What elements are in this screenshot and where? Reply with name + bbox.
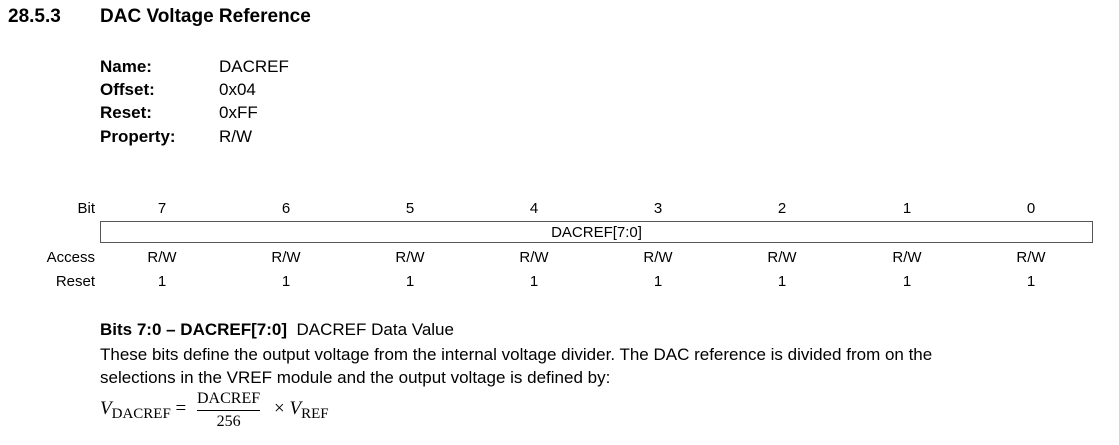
bit-row-label: Bit — [77, 200, 95, 217]
description-line-1: These bits define the output voltage fro… — [100, 345, 933, 364]
fraction-bar — [197, 410, 261, 411]
access-value: R/W — [1016, 249, 1046, 266]
prop-reset-value: 0xFF — [219, 103, 258, 122]
bit-number: 7 — [157, 200, 167, 217]
reset-value: 1 — [777, 273, 787, 290]
access-value: R/W — [892, 249, 922, 266]
prop-property-label: Property: — [100, 127, 176, 146]
formula-lhs-var: V — [100, 398, 112, 419]
access-value: R/W — [519, 249, 549, 266]
reset-value: 1 — [653, 273, 663, 290]
prop-property-value: R/W — [219, 127, 253, 146]
reset-value: 1 — [902, 273, 912, 290]
section-number: 28.5.3 — [8, 6, 61, 27]
bit-number: 6 — [281, 200, 291, 217]
reset-value: 1 — [281, 273, 291, 290]
formula-rhs-sub: REF — [301, 406, 329, 422]
reset-row-label: Reset — [55, 273, 95, 290]
register-field-name: DACREF[7:0] — [551, 224, 642, 241]
register-field-box: DACREF[7:0] — [100, 221, 1093, 243]
access-value: R/W — [147, 249, 177, 266]
reset-value: 1 — [529, 273, 539, 290]
section-title: DAC Voltage Reference — [100, 6, 311, 27]
access-value: R/W — [767, 249, 797, 266]
prop-offset-label: Offset: — [100, 80, 155, 99]
bit-number: 1 — [902, 200, 912, 217]
access-value: R/W — [643, 249, 673, 266]
access-value: R/W — [271, 249, 301, 266]
prop-name-value: DACREF — [219, 57, 289, 76]
formula-fraction: DACREF 256 — [197, 390, 261, 431]
formula-numerator: DACREF — [197, 390, 261, 407]
bit-number: 2 — [777, 200, 787, 217]
bits-name: DACREF Data Value — [296, 320, 454, 339]
formula-rhs-var: V — [289, 398, 302, 419]
bits-heading: Bits 7:0 – DACREF[7:0] DACREF Data Value — [100, 320, 454, 340]
bit-number: 3 — [653, 200, 663, 217]
prop-name-label: Name: — [100, 57, 152, 76]
prop-offset-value: 0x04 — [219, 80, 256, 99]
reset-value: 1 — [157, 273, 167, 290]
access-value: R/W — [395, 249, 425, 266]
formula-rhs: × VREF — [274, 398, 329, 422]
formula-times: × — [274, 398, 285, 419]
prop-reset-label: Reset: — [100, 103, 152, 122]
reset-value: 1 — [405, 273, 415, 290]
bit-number: 0 — [1026, 200, 1036, 217]
bits-label: Bits 7:0 – DACREF[7:0] — [100, 320, 288, 339]
description-line-2: selections in the VREF module and the ou… — [100, 368, 611, 387]
formula-lhs-sub: DACREF — [111, 406, 171, 422]
access-row-label: Access — [46, 249, 95, 266]
formula-denominator: 256 — [216, 413, 241, 430]
bit-number: 5 — [405, 200, 415, 217]
formula-equals: = — [175, 398, 187, 419]
formula-lhs: VDACREF = — [100, 398, 187, 422]
bit-number: 4 — [529, 200, 539, 217]
reset-value: 1 — [1026, 273, 1036, 290]
